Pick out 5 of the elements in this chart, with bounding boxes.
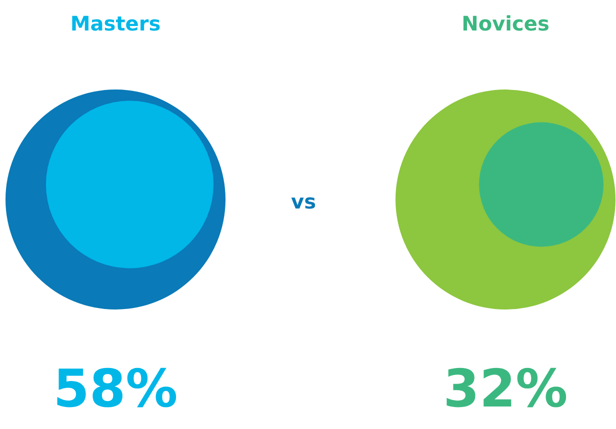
category-label: Novices — [462, 12, 550, 36]
category-label: Masters — [70, 12, 161, 36]
text: vs — [291, 190, 316, 214]
data-label: 58% — [53, 360, 178, 420]
data-label: 32% — [443, 360, 568, 420]
